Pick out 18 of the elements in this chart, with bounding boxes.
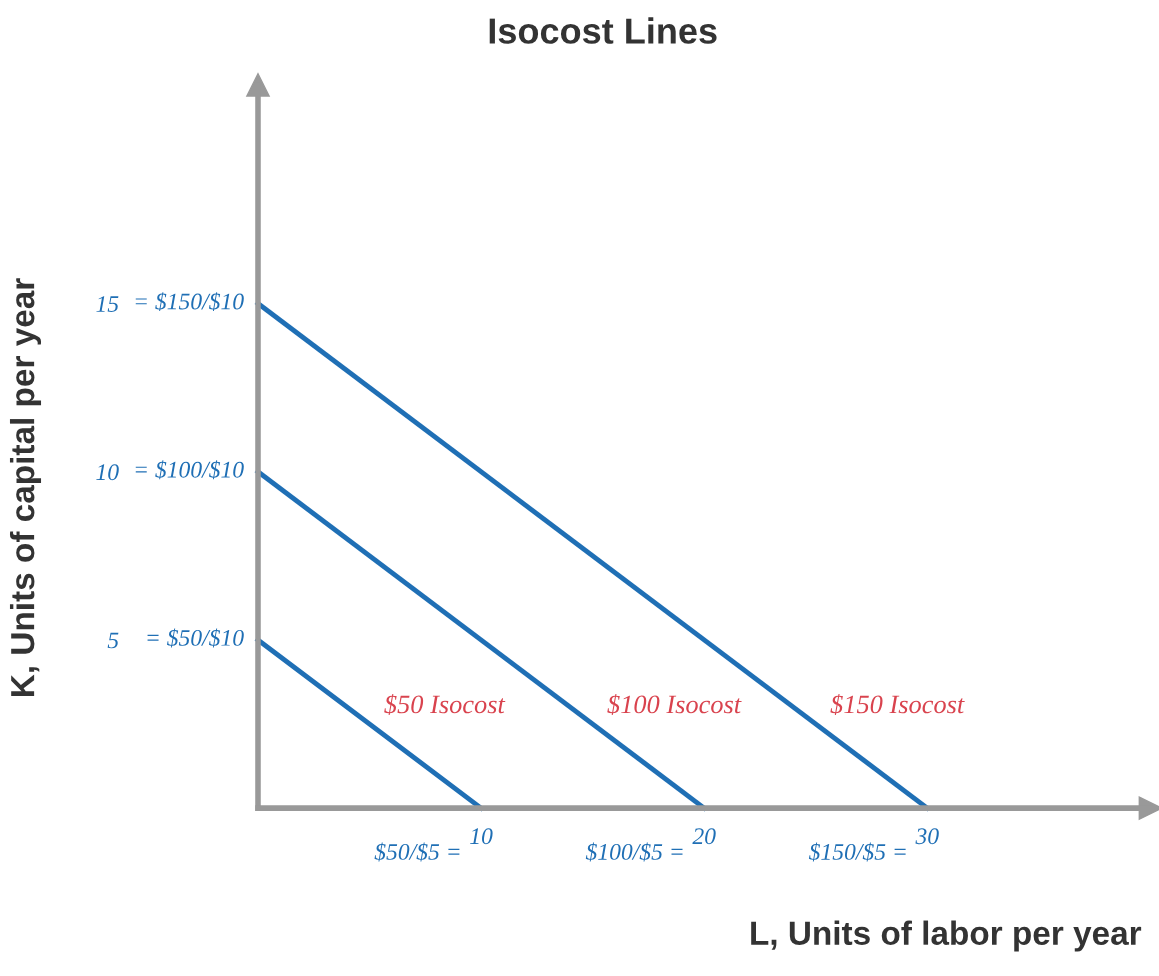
annotation: = $150/$10	[135, 292, 244, 312]
y-tick-label: 5	[107, 632, 119, 649]
annotation: = $100/$10	[135, 460, 244, 480]
x-tick-label: 30	[915, 828, 939, 845]
annotation: = $50/$10	[147, 628, 244, 648]
annotation: $50/$5 =	[374, 842, 460, 862]
y-axis-title: K, Units of capital per year	[9, 278, 42, 696]
y-tick-label: 10	[96, 464, 119, 481]
x-tick-label: 20	[692, 828, 716, 845]
series-label: $150 Isocost	[830, 693, 965, 716]
x-axis-title: L, Units of labor per year	[751, 920, 1142, 952]
x-tick-label: 10	[470, 828, 493, 845]
y-tick-label: 15	[96, 296, 119, 312]
series-label: $100 Isocost	[607, 693, 742, 716]
annotation: $150/$5 =	[808, 842, 906, 862]
chart-title: Isocost Lines	[489, 17, 717, 44]
annotation: $100/$5 =	[585, 842, 683, 862]
series-label: $50 Isocost	[384, 693, 506, 716]
